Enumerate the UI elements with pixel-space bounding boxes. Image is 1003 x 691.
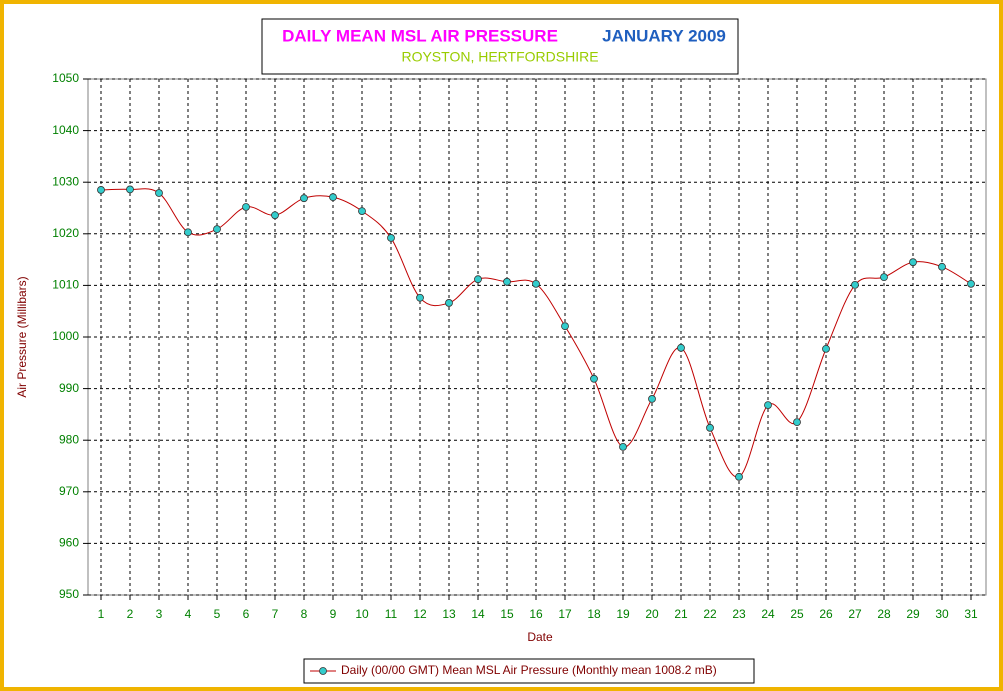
y-tick-label: 980 — [59, 432, 79, 446]
data-point — [155, 189, 163, 197]
chart-title-period: JANUARY 2009 — [602, 26, 726, 45]
x-tick-label: 16 — [529, 607, 543, 621]
y-tick-label: 1040 — [52, 123, 79, 137]
data-point — [300, 194, 308, 203]
data-point — [416, 293, 424, 302]
x-tick-label: 14 — [471, 607, 485, 621]
x-tick-label: 9 — [330, 607, 337, 621]
x-tick-label: 20 — [645, 607, 659, 621]
x-tick-label: 25 — [790, 607, 804, 621]
data-point — [184, 228, 192, 237]
x-tick-label: 7 — [272, 607, 279, 621]
chart-subtitle: ROYSTON, HERTFORDSHIRE — [401, 49, 598, 65]
data-point — [851, 280, 859, 289]
data-point — [677, 343, 685, 352]
x-tick-label: 6 — [243, 607, 250, 621]
x-tick-label: 12 — [413, 607, 427, 621]
x-tick-label: 4 — [185, 607, 192, 621]
data-point — [648, 395, 656, 403]
x-tick-label: 8 — [301, 607, 308, 621]
data-point — [880, 273, 888, 282]
data-point — [271, 211, 279, 220]
y-tick-label: 950 — [59, 587, 79, 601]
x-axis-title: Date — [527, 630, 553, 644]
y-tick-label: 970 — [59, 484, 79, 498]
data-point — [735, 472, 743, 481]
x-tick-label: 15 — [500, 607, 514, 621]
x-tick-label: 5 — [214, 607, 221, 621]
x-tick-label: 30 — [935, 607, 949, 621]
y-tick-label: 1030 — [52, 174, 79, 188]
x-tick-label: 21 — [674, 607, 688, 621]
data-point — [445, 299, 453, 307]
data-point — [706, 423, 714, 432]
y-tick-label: 960 — [59, 536, 79, 550]
title-box — [261, 18, 739, 75]
chart-title: DAILY MEAN MSL AIR PRESSURE — [282, 26, 558, 45]
y-tick-label: 1020 — [52, 226, 79, 240]
x-tick-label: 31 — [964, 607, 978, 621]
x-tick-label: 18 — [587, 607, 601, 621]
data-point — [967, 279, 975, 288]
y-tick-label: 1010 — [52, 278, 79, 292]
data-point — [822, 344, 830, 353]
x-tick-label: 29 — [906, 607, 920, 621]
data-point — [329, 193, 337, 202]
x-tick-label: 17 — [558, 607, 572, 621]
data-point — [213, 225, 221, 234]
data-point — [126, 185, 134, 194]
data-point — [242, 203, 250, 211]
x-tick-label: 27 — [848, 607, 862, 621]
data-point — [619, 443, 627, 451]
x-tick-label: 26 — [819, 607, 833, 621]
data-point — [474, 275, 482, 284]
data-point — [938, 262, 946, 271]
plot-area — [87, 78, 987, 596]
y-axis-title: Air Pressure (Millibars) — [15, 276, 29, 397]
x-tick-label: 28 — [877, 607, 891, 621]
y-tick-label: 1050 — [52, 71, 79, 85]
x-tick-label: 19 — [616, 607, 630, 621]
x-tick-label: 1 — [98, 607, 105, 621]
data-point — [532, 279, 540, 288]
data-point — [764, 401, 772, 410]
data-point — [909, 258, 917, 267]
legend-marker — [319, 667, 327, 675]
x-tick-label: 10 — [355, 607, 369, 621]
x-tick-label: 3 — [156, 607, 163, 621]
x-tick-label: 11 — [385, 607, 398, 621]
data-point — [590, 374, 598, 383]
y-tick-label: 1000 — [52, 329, 79, 343]
x-tick-label: 24 — [761, 607, 775, 621]
legend-label: Daily (00/00 GMT) Mean MSL Air Pressure … — [341, 663, 717, 677]
data-point — [561, 322, 569, 331]
legend-box — [303, 658, 755, 684]
data-point — [387, 234, 395, 242]
x-tick-label: 23 — [732, 607, 746, 621]
data-point — [97, 186, 105, 194]
x-tick-label: 22 — [703, 607, 717, 621]
x-tick-label: 2 — [127, 607, 134, 621]
data-point — [793, 418, 801, 427]
x-tick-label: 13 — [442, 607, 456, 621]
data-point — [358, 207, 366, 215]
data-point — [503, 277, 511, 286]
y-tick-label: 990 — [59, 381, 79, 395]
